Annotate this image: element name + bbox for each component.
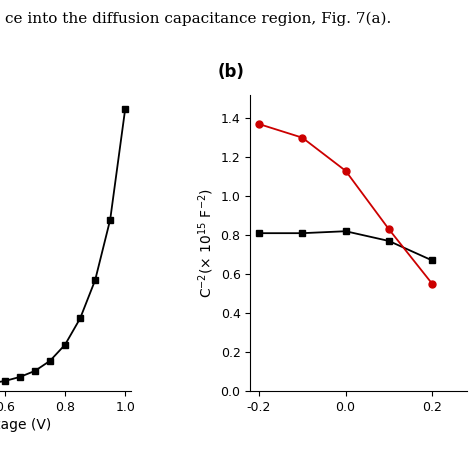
X-axis label: tage (V): tage (V) [0, 418, 51, 432]
Text: ce into the diffusion capacitance region, Fig. 7(a).: ce into the diffusion capacitance region… [5, 12, 391, 26]
Y-axis label: C$^{-2}$($\times$ 10$^{15}$ F$^{-2}$): C$^{-2}$($\times$ 10$^{15}$ F$^{-2}$) [197, 188, 217, 298]
Text: (b): (b) [217, 63, 244, 81]
